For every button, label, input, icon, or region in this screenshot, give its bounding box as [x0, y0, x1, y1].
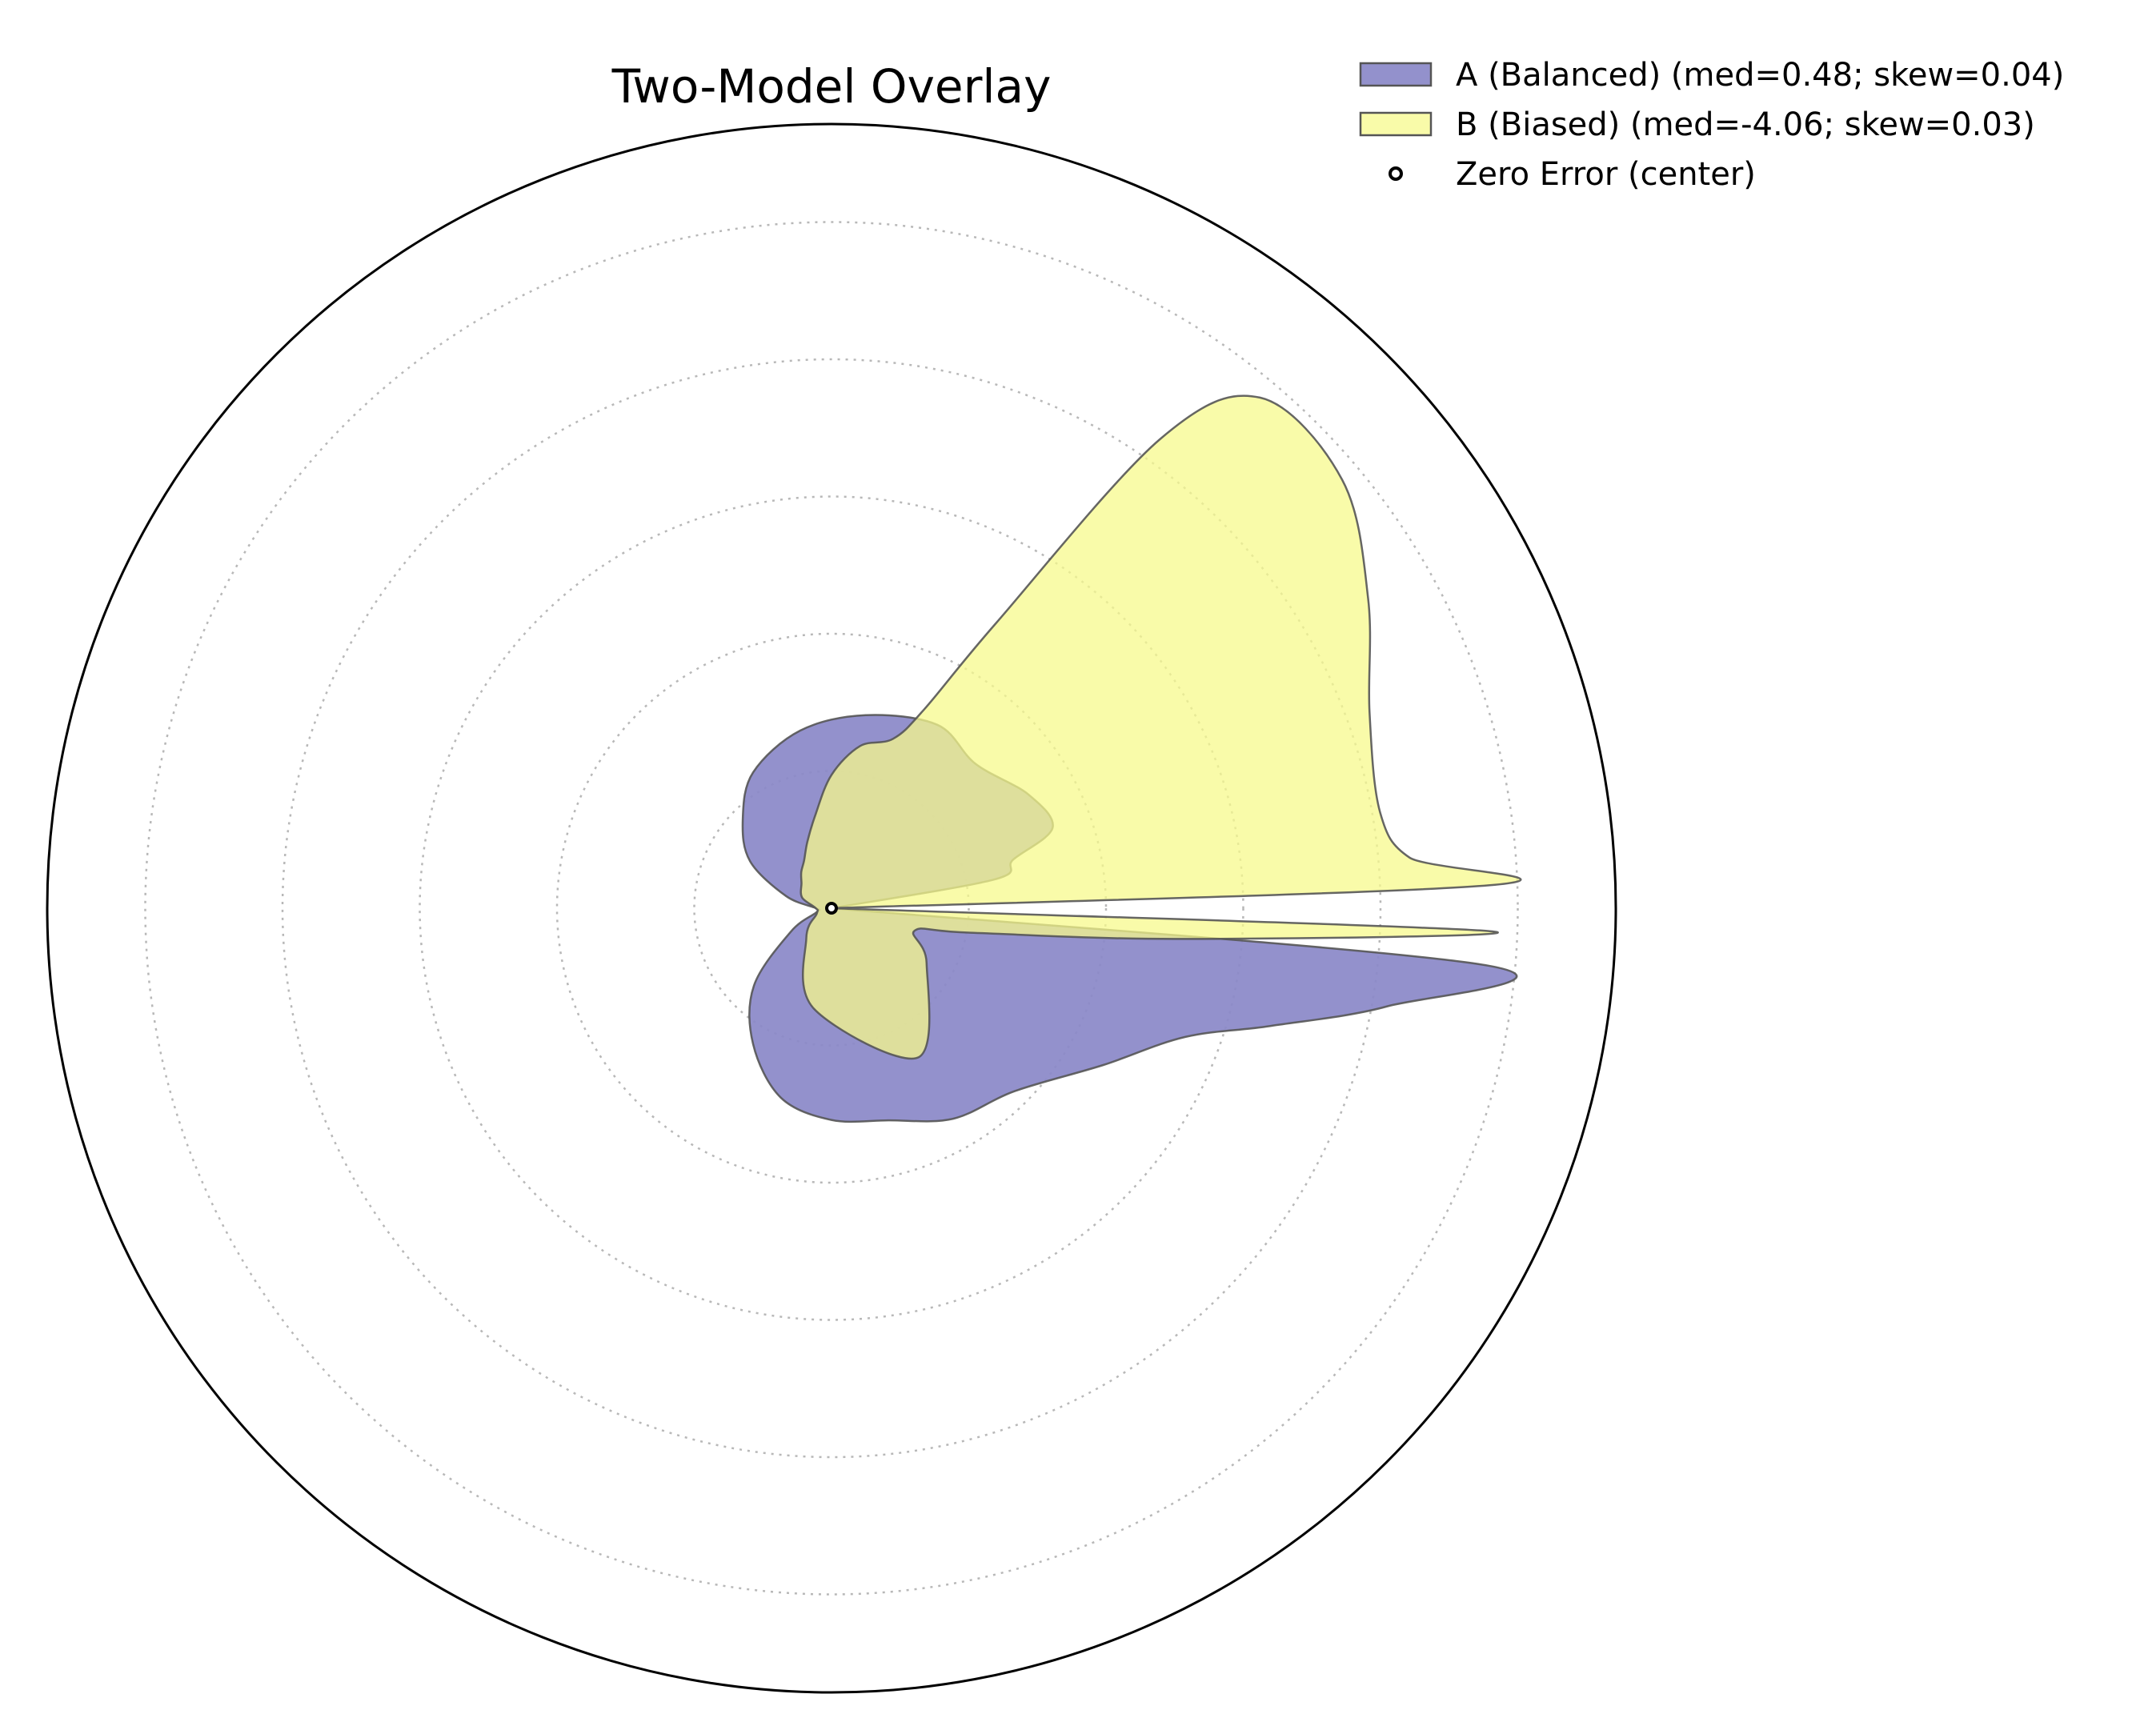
legend-swatch-b — [1359, 111, 1433, 137]
polar-frame — [46, 122, 1617, 1694]
legend-label-a: A (Balanced) (med=0.48; skew=0.04) — [1456, 57, 2064, 94]
zero-error-marker — [825, 902, 838, 915]
chart-title: Two-Model Overlay — [611, 59, 1052, 114]
series-layer — [741, 394, 1522, 1123]
legend-swatch-a — [1359, 62, 1433, 87]
grid-circle-4 — [281, 358, 1382, 1459]
grid-circle-3 — [419, 495, 1244, 1321]
grid-circle-2 — [555, 632, 1108, 1184]
legend-marker-zero — [1389, 166, 1403, 181]
series-b-area — [799, 394, 1522, 1060]
legend-label-b: B (Biased) (med=-4.06; skew=0.03) — [1456, 106, 2035, 143]
radial-grid — [144, 221, 1519, 1596]
legend-label-zero: Zero Error (center) — [1456, 156, 1756, 193]
legend: A (Balanced) (med=0.48; skew=0.04) B (Bia… — [1359, 57, 2064, 193]
grid-circle-1 — [693, 770, 970, 1047]
outer-frame-circle — [46, 122, 1617, 1694]
grid-circle-5 — [144, 221, 1519, 1596]
